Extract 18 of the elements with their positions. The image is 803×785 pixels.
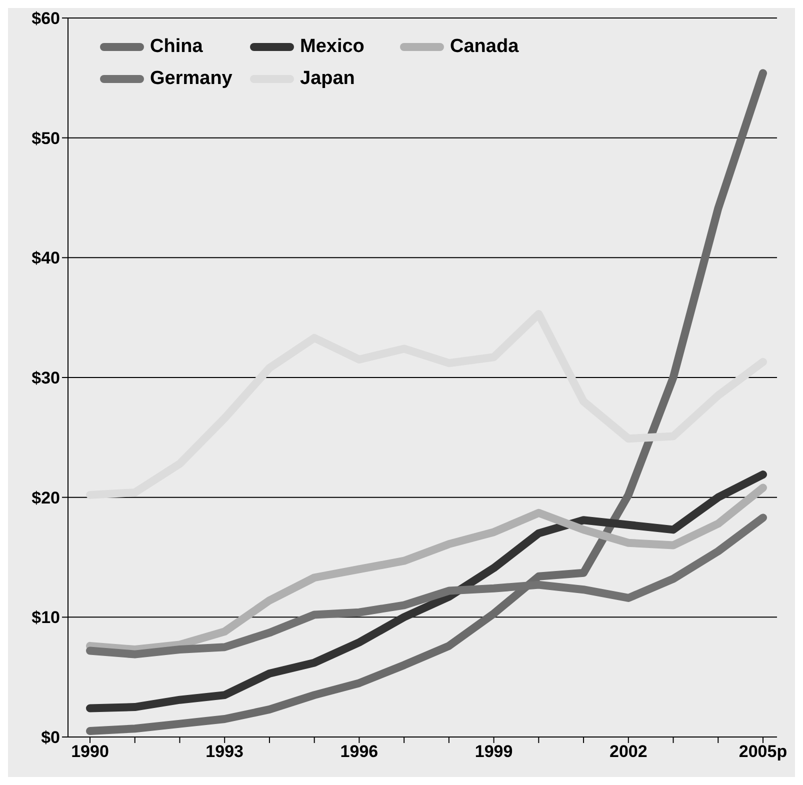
y-tick-label: $20 (32, 488, 60, 508)
x-tick-label: 1993 (206, 742, 244, 762)
legend-label: Japan (300, 68, 355, 90)
legend-label: Canada (450, 36, 519, 58)
y-tick-label: $50 (32, 128, 60, 148)
x-tick-label: 2002 (609, 742, 648, 762)
legend-label: Germany (150, 68, 232, 90)
y-tick-label: $10 (32, 608, 60, 628)
y-tick-label: $60 (32, 9, 60, 28)
legend-label: China (150, 36, 203, 58)
x-tick-label: 2005p (738, 742, 788, 762)
legend-label: Mexico (300, 36, 364, 58)
y-tick-label: $30 (32, 368, 60, 388)
y-tick-label: $0 (41, 728, 60, 748)
x-tick-label: 1996 (340, 742, 378, 762)
y-tick-label: $40 (32, 248, 60, 268)
x-tick-label: 1990 (71, 742, 109, 762)
x-tick-label: 1999 (474, 742, 513, 762)
